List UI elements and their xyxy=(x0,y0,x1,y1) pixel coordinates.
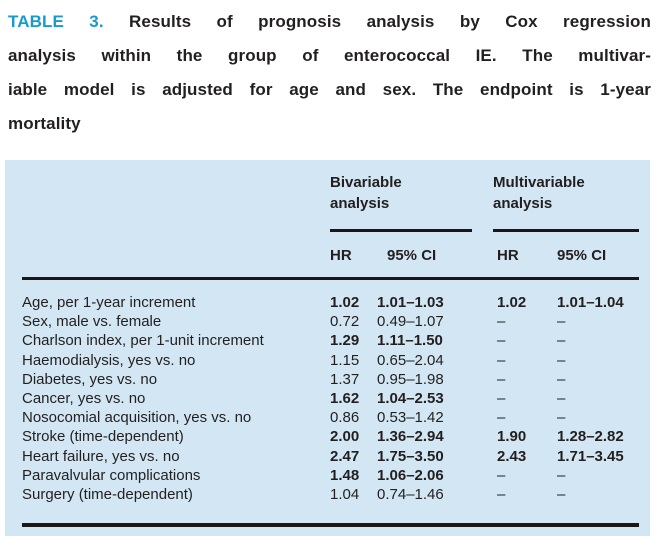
table-row: Nosocomial acquisition, yes vs. no 0.86 … xyxy=(22,408,639,427)
group-header-row: Bivariable analysis Multivariable analys… xyxy=(22,160,639,232)
multivariable-ci-cell: 1.71–3.45 xyxy=(557,447,624,465)
multivariable-group-rule xyxy=(493,229,639,232)
bivariable-group-label: Bivariable analysis xyxy=(330,174,402,212)
bivariable-hr-cell: 1.62 xyxy=(330,390,360,408)
multivariable-ci-cell: – xyxy=(557,370,566,388)
bivariable-group-header: Bivariable analysis xyxy=(330,160,493,232)
multivariable-ci-cell: – xyxy=(557,390,566,408)
table-row: Age, per 1-year increment 1.02 1.01–1.03… xyxy=(22,279,639,313)
multivariable-ci-cell: – xyxy=(557,313,566,331)
bivariable-hr-header: HR xyxy=(330,232,377,280)
multivariable-ci-cell: 1.01–1.04 xyxy=(557,294,624,311)
bivariable-ci-cell: 0.49–1.07 xyxy=(377,313,444,331)
table-row: Charlson index, per 1-unit increment 1.2… xyxy=(22,331,639,350)
multivariable-hr-cell: – xyxy=(497,409,506,427)
table-row: Stroke (time-dependent) 2.00 1.36–2.94 1… xyxy=(22,427,639,446)
prognosis-table: Bivariable analysis Multivariable analys… xyxy=(22,160,639,504)
multivariable-ci-header: 95% CI xyxy=(557,232,639,280)
multivariable-ci-cell: – xyxy=(557,409,566,427)
bivariable-hr-cell: 1.15 xyxy=(330,351,360,369)
multivariable-hr-cell: 1.90 xyxy=(497,428,527,446)
bivariable-hr-cell: 0.86 xyxy=(330,409,360,427)
table-row: Haemodialysis, yes vs. no 1.15 0.65–2.04… xyxy=(22,351,639,370)
multivariable-ci-cell: – xyxy=(557,486,566,504)
caption-line-4: mortality xyxy=(8,114,81,133)
caption-line-2: analysis within the group of enterococca… xyxy=(8,46,651,65)
empty-subheader-cell xyxy=(22,232,330,280)
bivariable-hr-cell: 1.02 xyxy=(330,294,360,311)
multivariable-hr-cell: – xyxy=(497,351,506,369)
table-number-label: TABLE 3. xyxy=(8,12,104,31)
table-caption: TABLE 3. Results of prognosis analysis b… xyxy=(8,5,651,141)
bivariable-hr-cell: 0.72 xyxy=(330,313,360,331)
multivariable-hr-header: HR xyxy=(493,232,557,280)
table-row: Heart failure, yes vs. no 2.47 1.75–3.50… xyxy=(22,447,639,466)
row-label-cell: Age, per 1-year increment xyxy=(22,294,196,311)
bivariable-ci-cell: 0.74–1.46 xyxy=(377,486,444,504)
row-label-cell: Haemodialysis, yes vs. no xyxy=(22,351,196,369)
multivariable-ci-cell: – xyxy=(557,332,566,350)
multivariable-ci-cell: – xyxy=(557,351,566,369)
multivariable-ci-cell: 1.28–2.82 xyxy=(557,428,624,446)
row-label-cell: Cancer, yes vs. no xyxy=(22,390,146,408)
empty-header-cell xyxy=(22,160,330,232)
multivariable-group-header: Multivariable analysis xyxy=(493,160,639,232)
multivariable-group-label: Multivariable analysis xyxy=(493,174,585,212)
row-label-cell: Diabetes, yes vs. no xyxy=(22,370,158,388)
bivariable-hr-cell: 1.37 xyxy=(330,370,360,388)
multivariable-hr-cell: – xyxy=(497,332,506,350)
row-label-cell: Sex, male vs. female xyxy=(22,313,162,331)
multivariable-hr-cell: – xyxy=(497,486,506,504)
row-label-cell: Paravalvular complications xyxy=(22,466,201,484)
bivariable-ci-cell: 1.11–1.50 xyxy=(377,332,443,350)
bivariable-ci-cell: 1.75–3.50 xyxy=(377,447,444,465)
bivariable-ci-cell: 1.01–1.03 xyxy=(377,294,444,311)
bivariable-ci-header: 95% CI xyxy=(377,232,493,280)
table-panel: Bivariable analysis Multivariable analys… xyxy=(5,160,650,536)
bivariable-hr-cell: 1.04 xyxy=(330,486,360,504)
table-row: Diabetes, yes vs. no 1.37 0.95–1.98 – – xyxy=(22,370,639,389)
table-row: Paravalvular complications 1.48 1.06–2.0… xyxy=(22,466,639,485)
bivariable-ci-cell: 1.06–2.06 xyxy=(377,466,444,484)
table-row: Cancer, yes vs. no 1.62 1.04–2.53 – – xyxy=(22,389,639,408)
table-body: Age, per 1-year increment 1.02 1.01–1.03… xyxy=(22,279,639,505)
bivariable-group-rule xyxy=(330,229,472,232)
bivariable-hr-cell: 2.47 xyxy=(330,447,360,465)
bivariable-hr-cell: 1.48 xyxy=(330,466,360,484)
multivariable-hr-cell: 2.43 xyxy=(497,447,527,465)
row-label-cell: Heart failure, yes vs. no xyxy=(22,447,180,465)
multivariable-hr-cell: 1.02 xyxy=(497,294,527,311)
table-bottom-rule xyxy=(22,523,639,527)
bivariable-hr-cell: 1.29 xyxy=(330,332,360,350)
bivariable-ci-cell: 0.95–1.98 xyxy=(377,370,444,388)
caption-line-1-text: Results of prognosis analysis by Cox reg… xyxy=(129,12,651,31)
row-label-cell: Charlson index, per 1-unit increment xyxy=(22,332,264,350)
bivariable-ci-cell: 0.53–1.42 xyxy=(377,409,444,427)
multivariable-ci-cell: – xyxy=(557,466,566,484)
table-row: Surgery (time-dependent) 1.04 0.74–1.46 … xyxy=(22,485,639,504)
multivariable-hr-cell: – xyxy=(497,370,506,388)
caption-line-3: iable model is adjusted for age and sex.… xyxy=(8,80,651,99)
caption-line-1: TABLE 3. Results of prognosis analysis b… xyxy=(8,5,651,39)
bivariable-ci-cell: 0.65–2.04 xyxy=(377,351,444,369)
bivariable-ci-cell: 1.36–2.94 xyxy=(377,428,444,446)
table-row: Sex, male vs. female 0.72 0.49–1.07 – – xyxy=(22,312,639,331)
multivariable-hr-cell: – xyxy=(497,313,506,331)
column-header-row: HR 95% CI HR 95% CI xyxy=(22,232,639,280)
bivariable-ci-cell: 1.04–2.53 xyxy=(377,390,444,408)
bivariable-hr-cell: 2.00 xyxy=(330,428,360,446)
multivariable-hr-cell: – xyxy=(497,466,506,484)
row-label-cell: Surgery (time-dependent) xyxy=(22,486,193,504)
multivariable-hr-cell: – xyxy=(497,390,506,408)
row-label-cell: Stroke (time-dependent) xyxy=(22,428,184,446)
row-label-cell: Nosocomial acquisition, yes vs. no xyxy=(22,409,252,427)
